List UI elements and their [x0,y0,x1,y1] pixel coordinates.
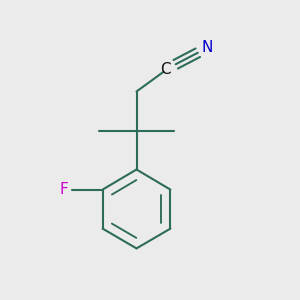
Text: C: C [160,61,171,76]
Text: F: F [59,182,68,197]
Text: N: N [202,40,213,55]
